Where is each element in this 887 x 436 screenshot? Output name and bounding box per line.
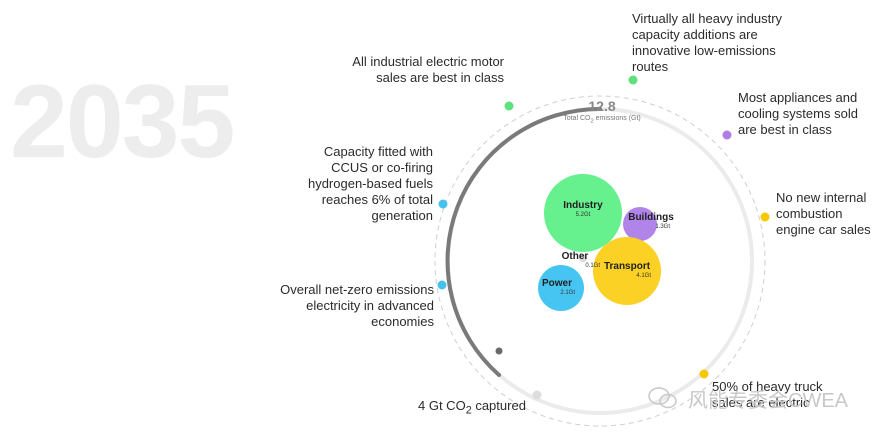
milestone-label-motors: All industrial electric motor sales are … <box>352 54 504 85</box>
total-emissions-value: 12.8 <box>588 98 616 114</box>
emissions-progress-arc <box>445 106 602 377</box>
milestone-label-appliances: Most appliances and cooling systems sold… <box>738 90 858 137</box>
sector-bubble-other <box>579 254 587 262</box>
milestone-dot-ccus <box>438 199 448 209</box>
milestone-dot-heavy-industry <box>628 75 638 85</box>
sector-bubble-industry <box>544 174 622 252</box>
milestone-dot-heavy-truck <box>699 369 709 379</box>
milestone-label-heavy-industry: Virtually all heavy industry capacity ad… <box>632 11 783 74</box>
sector-label-industry: Industry 5.2Gt <box>563 200 603 218</box>
milestone-label-heavy-truck: 50% of heavy truck sales are electric <box>712 379 823 410</box>
sector-bubble-transport <box>593 237 661 305</box>
sector-label-power: Power 2.1Gt <box>541 278 575 296</box>
milestone-dot-appliances <box>722 130 732 140</box>
outer-dashed-ring <box>434 95 766 427</box>
sector-label-buildings: Buildings 1.3Gt <box>628 212 674 230</box>
sector-bubble-power <box>538 265 584 311</box>
milestone-label-net-zero-electricity: Overall net-zero emissions electricity i… <box>280 282 434 329</box>
milestone-dot-net-zero-electricity <box>437 280 447 290</box>
sector-bubble-buildings <box>623 207 657 241</box>
milestone-dot-co2-captured <box>532 390 542 400</box>
sector-label-other: Other 0.1Gt <box>561 251 600 269</box>
year-label: 2035 <box>10 64 235 180</box>
milestone-label-ice-cars: No new internal combustion engine car sa… <box>776 190 871 237</box>
progress-arc-end-dot <box>495 347 503 355</box>
milestone-dot-motors <box>504 101 514 111</box>
watermark-text: 风能专委会CWEA <box>688 390 848 412</box>
milestone-label-ccus: Capacity fitted with CCUS or co-firing h… <box>307 144 433 223</box>
wechat-icon <box>648 387 677 409</box>
milestone-dot-ice-cars <box>760 212 770 222</box>
milestone-label-co2-captured: 4 Gt CO2 captured <box>418 398 526 417</box>
total-emissions-caption: Total CO2 emissions (Gt) <box>563 115 641 125</box>
sector-label-transport: Transport 4.1Gt <box>603 261 651 279</box>
